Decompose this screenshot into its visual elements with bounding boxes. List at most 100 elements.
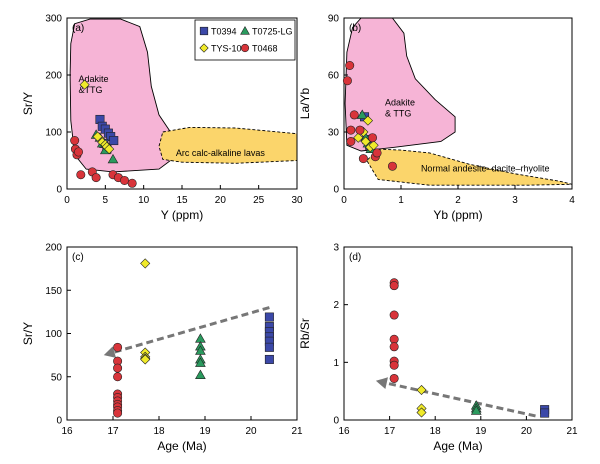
point-t0468	[113, 408, 123, 418]
region-adakite-ttg	[344, 18, 456, 152]
legend-label-t0725-lg: T0725-LG	[252, 27, 293, 37]
point-t0394	[540, 408, 550, 418]
series-tys-10	[416, 384, 427, 418]
series-t0725-lg	[195, 333, 206, 379]
point-t0725-lg	[195, 369, 206, 379]
series-t0468	[342, 60, 397, 171]
point-t0394	[109, 136, 119, 146]
point-t0468	[389, 342, 399, 352]
y-tick-label: 1	[333, 358, 339, 369]
series-tys-10	[140, 258, 151, 365]
series-t0394	[264, 312, 274, 364]
panel-label: (b)	[349, 23, 361, 34]
series-t0468	[389, 278, 399, 383]
trend-arrowhead	[103, 346, 117, 358]
region-label-arc-calc-alkaline-lavas: Arc calc-alkaline lavas	[176, 148, 266, 158]
y-tick-label: 30	[328, 128, 340, 139]
y-tick-label: 2	[333, 300, 339, 311]
point-t0468	[346, 125, 356, 135]
series-t0468	[70, 136, 137, 188]
point-tys-10	[362, 115, 373, 126]
legend: T0394 T0725-LG TYS-10 T0468	[194, 19, 296, 61]
x-tick-label: 30	[291, 195, 303, 206]
x-axis-label: Yb (ppm)	[433, 208, 482, 222]
panel-a: Adakite&TTG Arc calc-alkaline lavas 0 5 10 15…	[21, 14, 303, 223]
point-t0468	[389, 360, 399, 370]
x-tick-label: 17	[384, 426, 396, 437]
point-t0394	[264, 342, 274, 352]
point-tys-10	[92, 131, 103, 142]
y-axis-label: Sr/Y	[21, 92, 35, 115]
point-t0468	[389, 334, 399, 344]
x-axis-label: Age (Ma)	[433, 439, 482, 453]
legend-label-tys-10: TYS-10	[211, 44, 242, 54]
y-axis-label: Sr/Y	[21, 322, 35, 345]
point-t0468	[127, 178, 137, 188]
x-tick-label: 20	[521, 426, 533, 437]
y-tick-label: 200	[45, 71, 62, 82]
y-tick-label: 0	[333, 416, 339, 427]
y-tick-label: 100	[45, 128, 62, 139]
point-t0725-lg	[470, 405, 482, 415]
x-tick-label: 0	[64, 195, 70, 206]
point-tys-10	[368, 140, 379, 151]
legend-label-t0394: T0394	[211, 27, 237, 37]
series-t0468	[113, 342, 123, 418]
region-arc-calc-alkaline-lavas	[158, 126, 297, 164]
x-tick-label: 5	[103, 195, 109, 206]
x-axis-label: Age (Ma)	[157, 439, 206, 453]
x-tick-label: 21	[291, 426, 303, 437]
point-t0394	[264, 354, 274, 364]
plot-frame	[343, 246, 573, 421]
point-t0468	[372, 148, 382, 158]
point-tys-10	[416, 384, 427, 396]
region-normal-andesite-dacite-rhyolite	[366, 148, 572, 186]
x-tick-label: 20	[215, 195, 227, 206]
y-tick-label: 0	[56, 416, 62, 427]
point-t0468	[355, 125, 365, 135]
y-tick-label: 0	[56, 185, 62, 196]
x-tick-label: 21	[566, 426, 578, 437]
point-t0468	[113, 363, 123, 373]
x-tick-label: 19	[475, 426, 487, 437]
y-tick-label: 100	[45, 329, 62, 340]
point-t0468	[349, 110, 359, 120]
trend-line	[113, 306, 270, 354]
point-t0468	[367, 133, 377, 143]
x-tick-label: 16	[61, 426, 73, 437]
x-tick-label: 4	[569, 195, 575, 206]
y-tick-label: 150	[45, 286, 62, 297]
y-tick-label: 0	[333, 185, 339, 196]
y-tick-label: 60	[328, 71, 340, 82]
x-tick-label: 16	[338, 426, 350, 437]
series-t0725-lg	[470, 400, 482, 415]
x-tick-label: 19	[199, 426, 211, 437]
panel-c: 16 17 18 19 20 21 0 50 100 150 200 Age (Ma) Sr/Y (c)	[21, 243, 303, 454]
legend-marker-tys-10	[199, 43, 209, 53]
region-label-ttg: & TTG	[385, 108, 411, 118]
x-tick-label: 10	[138, 195, 150, 206]
point-tys-10	[140, 354, 151, 365]
point-t0394	[264, 312, 274, 322]
point-tys-10	[104, 144, 115, 155]
x-tick-label: 15	[176, 195, 188, 206]
point-t0468	[345, 60, 355, 70]
point-t0468	[358, 154, 368, 164]
point-t0468	[76, 170, 86, 180]
point-t0468	[342, 76, 352, 86]
y-tick-label: 3	[333, 243, 339, 254]
region-label-ttg: &TTG	[79, 85, 103, 95]
trend-arrowhead	[375, 377, 388, 390]
series-t0394	[540, 405, 550, 418]
point-t0468	[113, 372, 123, 382]
point-t0468	[389, 373, 399, 383]
point-t0468	[113, 342, 123, 352]
point-tys-10	[140, 258, 151, 269]
panel-label: (a)	[72, 23, 84, 34]
region-adakite-ttg	[69, 18, 175, 173]
point-t0468	[91, 173, 101, 183]
panel-b: Adakite& TTG Normal andesite–dacite–rhyol…	[298, 14, 575, 223]
y-tick-label: 50	[51, 372, 63, 383]
x-tick-label: 18	[153, 426, 165, 437]
